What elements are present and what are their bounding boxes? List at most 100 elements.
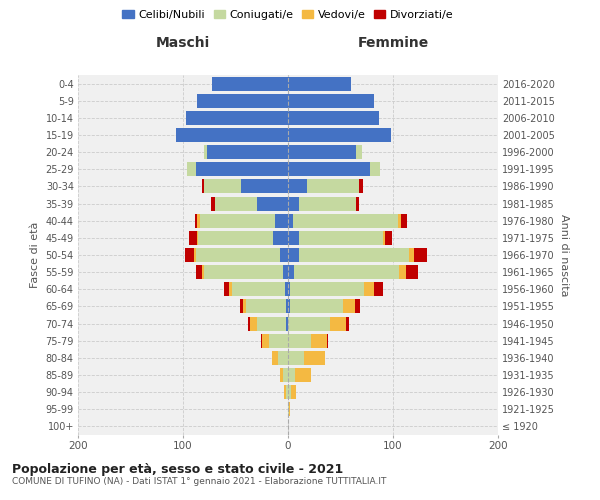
Bar [200,214,275,228]
Bar [288,231,299,245]
Bar [280,368,283,382]
Text: Maschi: Maschi [156,36,210,50]
Bar [190,231,197,245]
Bar [400,265,406,279]
Bar [248,316,250,330]
Text: COMUNE DI TUFINO (NA) - Dati ISTAT 1° gennaio 2021 - Elaborazione TUTTITALIA.IT: COMUNE DI TUFINO (NA) - Dati ISTAT 1° ge… [12,478,386,486]
Bar [284,385,286,399]
Bar [285,282,288,296]
Bar [196,248,280,262]
Bar [250,316,257,330]
Bar [202,180,204,194]
Bar [187,162,196,176]
Bar [299,231,383,245]
Bar [307,180,359,194]
Bar [356,145,361,159]
Bar [374,282,383,296]
Bar [343,300,355,314]
Bar [288,111,379,125]
Bar [288,368,295,382]
Bar [243,300,246,314]
Bar [295,368,311,382]
Bar [185,248,193,262]
Bar [286,316,288,330]
Bar [197,231,198,245]
Bar [288,351,304,365]
Bar [398,214,401,228]
Bar [346,316,349,330]
Bar [385,231,392,245]
Bar [288,402,289,416]
Bar [193,248,196,262]
Bar [409,248,414,262]
Bar [196,265,202,279]
Bar [288,180,307,194]
Bar [288,196,299,210]
Bar [224,282,229,296]
Bar [241,180,288,194]
Text: Popolazione per età, sesso e stato civile - 2021: Popolazione per età, sesso e stato civil… [12,462,343,475]
Bar [286,385,288,399]
Bar [359,180,362,194]
Bar [299,248,409,262]
Bar [194,214,197,228]
Bar [290,282,364,296]
Y-axis label: Anni di nascita: Anni di nascita [559,214,569,296]
Bar [288,94,374,108]
Bar [277,351,288,365]
Bar [257,196,288,210]
Bar [288,334,311,347]
Bar [229,282,232,296]
Bar [311,334,327,347]
Bar [288,214,293,228]
Bar [288,248,299,262]
Bar [207,145,288,159]
Bar [283,368,288,382]
Bar [414,248,427,262]
Bar [274,231,288,245]
Bar [197,94,288,108]
Bar [299,196,356,210]
Bar [275,214,288,228]
Bar [232,282,285,296]
Bar [291,385,296,399]
Bar [288,128,391,142]
Bar [288,76,351,90]
Bar [269,334,288,347]
Bar [280,248,288,262]
Bar [401,214,407,228]
Bar [288,265,295,279]
Legend: Celibi/Nubili, Coniugati/e, Vedovi/e, Divorziati/e: Celibi/Nubili, Coniugati/e, Vedovi/e, Di… [118,6,458,25]
Bar [288,300,290,314]
Bar [204,265,283,279]
Bar [288,162,370,176]
Bar [260,334,262,347]
Bar [355,300,361,314]
Bar [272,351,277,365]
Bar [204,145,207,159]
Bar [286,300,288,314]
Bar [240,300,243,314]
Bar [293,214,398,228]
Y-axis label: Fasce di età: Fasce di età [30,222,40,288]
Bar [202,265,204,279]
Bar [212,76,288,90]
Bar [186,111,288,125]
Bar [246,300,286,314]
Text: Femmine: Femmine [358,36,428,50]
Bar [364,282,374,296]
Bar [290,300,343,314]
Bar [215,196,257,210]
Bar [370,162,380,176]
Bar [295,265,400,279]
Bar [262,334,269,347]
Bar [176,128,288,142]
Bar [383,231,385,245]
Bar [211,196,215,210]
Bar [283,265,288,279]
Bar [196,162,288,176]
Bar [257,316,286,330]
Bar [288,316,330,330]
Bar [289,402,290,416]
Bar [288,385,291,399]
